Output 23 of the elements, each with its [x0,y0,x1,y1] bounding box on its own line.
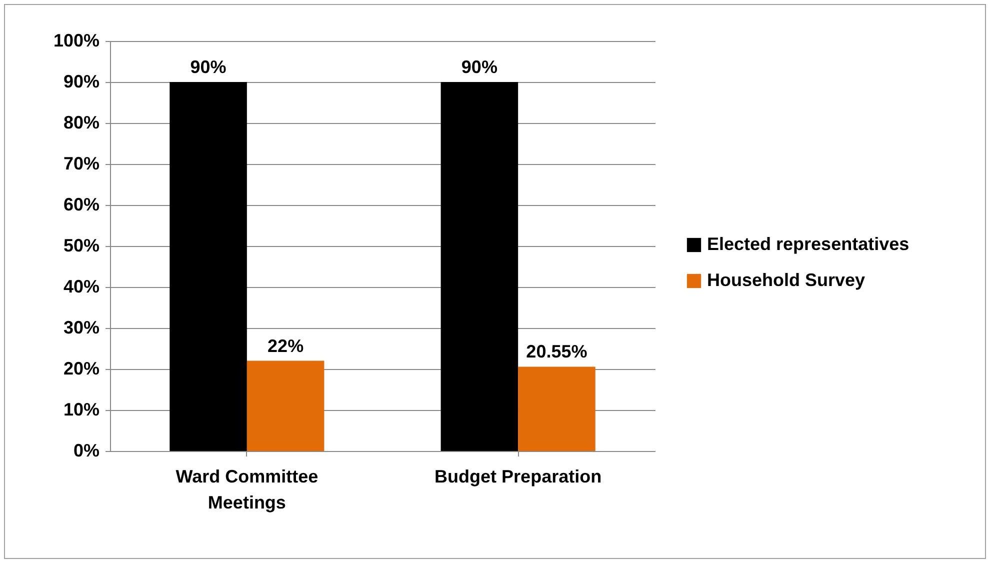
bar [170,82,247,451]
data-label: 90% [190,57,226,77]
data-label: 22% [268,336,304,356]
legend-label: Household Survey [707,270,866,290]
data-label: 90% [461,57,498,77]
bar [518,366,596,451]
y-tick-label: 30% [63,318,100,338]
bar [246,360,324,451]
x-tick-label: Ward Committee Meetings [176,466,318,512]
y-tick-label: 0% [73,440,100,460]
y-tick-label: 50% [63,236,100,256]
y-tick-label: 80% [63,112,100,132]
y-tick-label: 100% [53,30,100,50]
y-tick-label: 20% [63,358,100,378]
bar [440,82,518,451]
y-tick-label: 90% [63,72,100,92]
data-label: 20.55% [526,342,588,362]
y-tick-label: 60% [63,194,100,214]
x-tick-label: Budget Preparation [434,466,602,486]
y-tick-label: 70% [63,154,100,174]
y-tick-label: 10% [63,400,100,420]
legend-label: Elected representatives [707,234,910,254]
y-tick-label: 40% [63,276,100,296]
